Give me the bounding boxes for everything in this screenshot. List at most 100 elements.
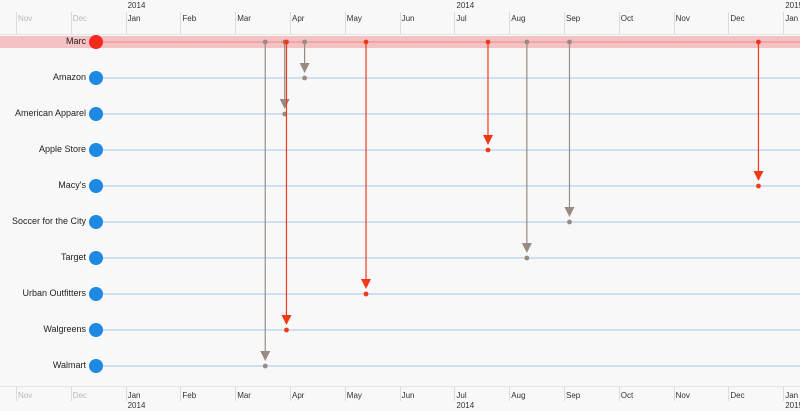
top-time-axis[interactable]: Nov Dec Jan Feb Mar Apr May Jun Jul Aug Sep Oct Nov D… (0, 0, 800, 35)
lane-node[interactable] (89, 359, 103, 373)
event-arrowhead (521, 243, 532, 253)
month-label: Jan (127, 391, 141, 400)
year-label: 2014 (127, 1, 146, 10)
axis-tick (290, 12, 291, 34)
axis-tick (564, 387, 565, 401)
lane-label[interactable]: American Apparel (14, 108, 86, 118)
axis-tick (673, 387, 675, 401)
event-arrow[interactable] (299, 39, 310, 81)
month-label: Aug (511, 14, 526, 23)
month-label: May (346, 391, 362, 400)
event-arrow[interactable] (521, 39, 532, 261)
event-arrowhead (299, 63, 310, 73)
axis-tick (509, 387, 511, 401)
month-label: Jul (456, 391, 467, 400)
event-arrowhead (482, 135, 493, 145)
lane-label[interactable]: Target (60, 252, 86, 262)
event-target-dot (302, 75, 308, 81)
event-target-dot (524, 255, 530, 261)
month-label: Sep (566, 391, 581, 400)
month-label: Dec (730, 391, 745, 400)
month-label: Mar (237, 391, 251, 400)
axis-tick (564, 12, 565, 34)
lane-label[interactable]: Walmart (52, 360, 86, 370)
axis-tick (70, 387, 72, 401)
event-target-dot (363, 291, 369, 297)
lane-label[interactable]: Soccer for the City (11, 216, 86, 226)
month-label: Mar (237, 14, 251, 23)
month-label: May (346, 14, 362, 23)
month-label: Jan (785, 391, 799, 400)
axis-tick (399, 12, 401, 34)
axis-tick (344, 387, 346, 401)
axis-tick (235, 387, 237, 401)
event-arrowhead (279, 99, 290, 109)
lane-label[interactable]: Marc (66, 36, 86, 46)
month-label: Apr (292, 14, 305, 23)
lane-node[interactable] (89, 71, 103, 85)
axis-tick (618, 387, 620, 401)
event-arrow[interactable] (482, 39, 493, 153)
year-label: 2014 (456, 1, 475, 10)
lane-label[interactable]: Apple Store (38, 144, 86, 154)
lane-label[interactable]: Urban Outfitters (22, 288, 86, 298)
lane-node[interactable] (89, 143, 103, 157)
axis-tick (783, 12, 785, 34)
lane-node[interactable] (89, 179, 103, 193)
event-arrow[interactable] (361, 39, 372, 297)
axis-tick (16, 12, 17, 34)
event-target-dot (756, 183, 761, 189)
lane-node[interactable] (89, 251, 103, 265)
lane-node[interactable] (89, 215, 103, 229)
year-label: 2015 (785, 1, 800, 10)
bottom-time-axis[interactable]: Nov Dec Jan Feb Mar Apr May Jun Jul Aug Sep Oct Nov D… (0, 386, 800, 411)
month-label: Jan (785, 14, 799, 23)
month-label: Dec (730, 14, 745, 23)
month-label: Oct (620, 391, 634, 400)
event-arrowhead (361, 279, 372, 289)
lane-node[interactable] (89, 35, 103, 49)
lane-label[interactable]: Amazon (52, 72, 86, 82)
event-arrowhead (753, 171, 764, 181)
axis-tick (673, 12, 675, 34)
axis-tick (728, 387, 730, 401)
month-label: Dec (72, 14, 88, 23)
lane-node[interactable] (89, 107, 103, 121)
event-target-dot (262, 363, 268, 369)
year-label: 2014 (456, 401, 475, 410)
axis-tick (509, 12, 511, 34)
lane-label[interactable]: Walgreens (43, 324, 86, 334)
month-label: Feb (182, 391, 197, 400)
event-arrow[interactable] (564, 39, 575, 225)
axis-tick (728, 12, 730, 34)
event-arrow[interactable] (281, 39, 292, 333)
month-label: Jan (127, 14, 141, 23)
lane-label[interactable]: Macy's (58, 180, 86, 190)
event-target-dot (567, 219, 572, 225)
axis-tick (125, 12, 127, 34)
event-arrowhead (564, 207, 575, 217)
year-label: 2015 (785, 401, 800, 410)
axis-tick (125, 387, 127, 401)
axis-tick (783, 387, 785, 401)
month-label: Jun (401, 391, 415, 400)
lane-node[interactable] (89, 287, 103, 301)
axis-tick (180, 12, 182, 34)
month-label: Apr (292, 391, 305, 400)
month-label: Jun (401, 14, 415, 23)
axis-tick (454, 387, 456, 401)
year-label: 2014 (127, 401, 146, 410)
axis-tick (235, 12, 237, 34)
event-arrow[interactable] (753, 39, 764, 189)
event-arrow[interactable] (260, 39, 271, 369)
month-label: Nov (675, 14, 690, 23)
month-label: Aug (511, 391, 526, 400)
month-label: Sep (566, 14, 581, 23)
month-label: Jul (456, 14, 467, 23)
axis-tick (180, 387, 182, 401)
axis-tick (399, 387, 401, 401)
lane-node[interactable] (89, 323, 103, 337)
event-arrowhead (281, 315, 292, 325)
axis-tick (70, 12, 72, 34)
